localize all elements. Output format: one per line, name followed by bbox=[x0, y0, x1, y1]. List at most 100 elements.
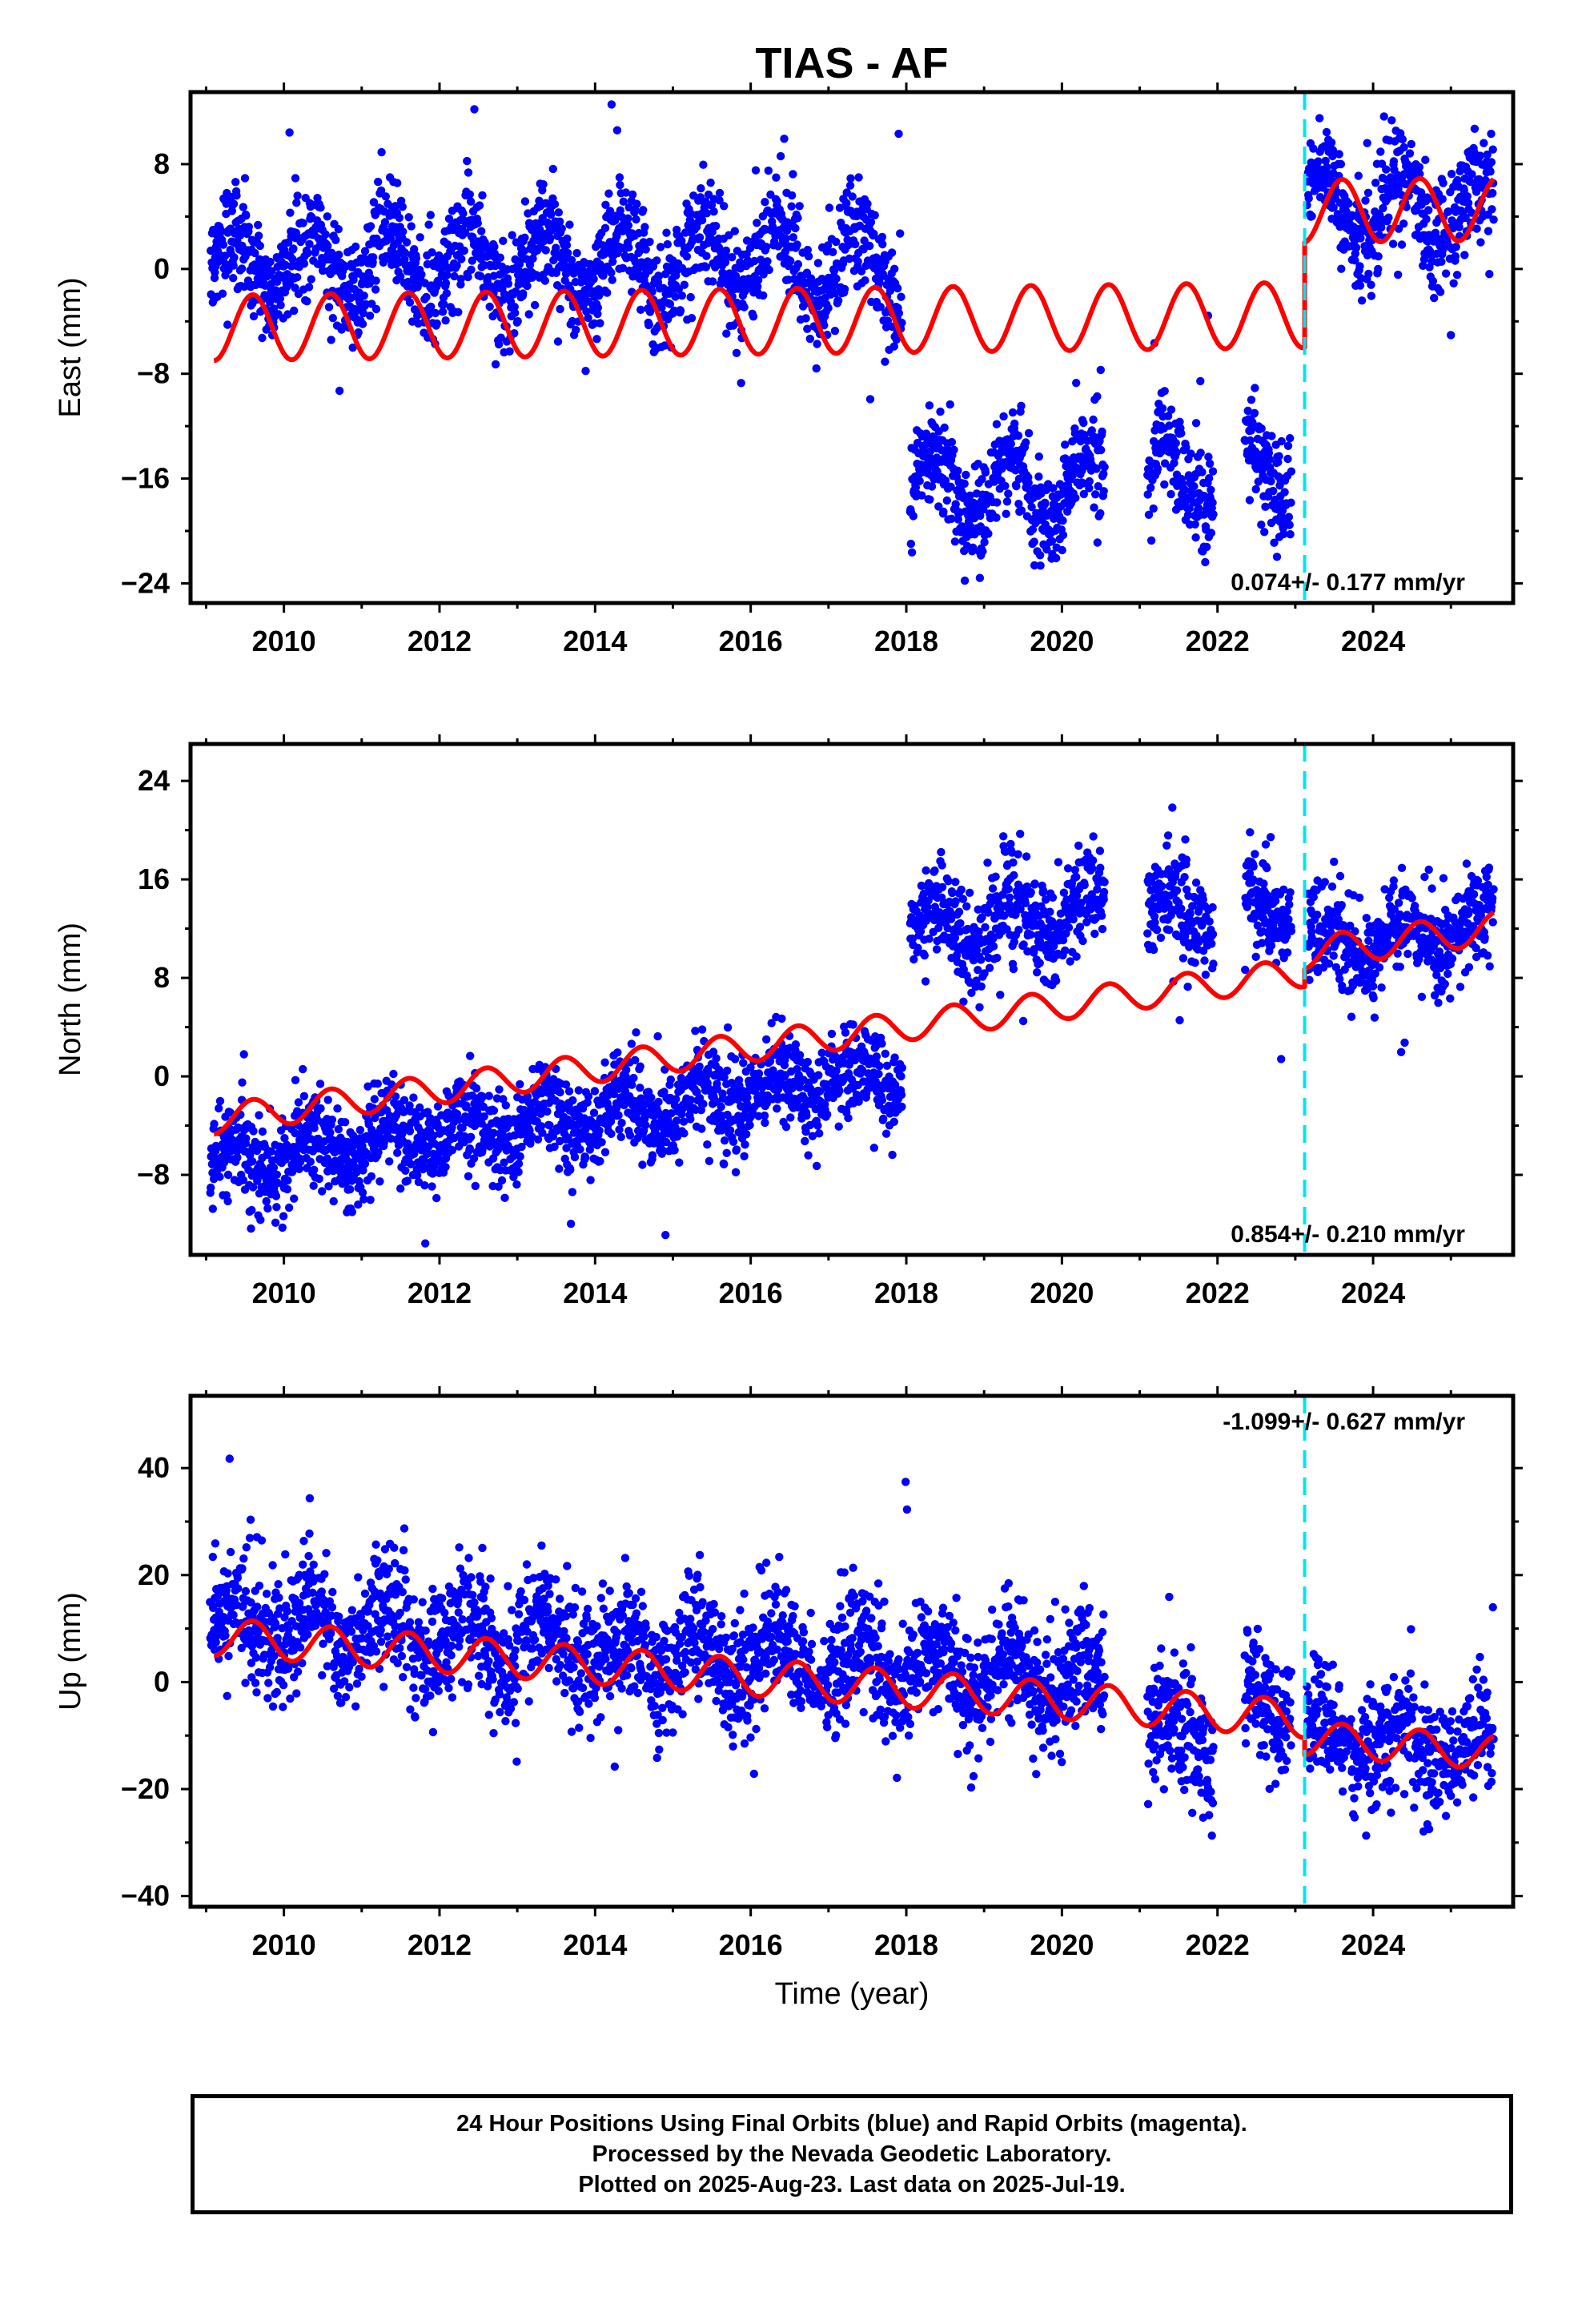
north-point-186 bbox=[279, 1212, 288, 1220]
east-point-466 bbox=[391, 202, 400, 211]
east-point-1609 bbox=[846, 174, 855, 183]
north-point-1545 bbox=[814, 1071, 823, 1080]
east-point-643 bbox=[464, 168, 473, 177]
east-point-2420 bbox=[1250, 408, 1259, 417]
east-point-2236 bbox=[1146, 483, 1155, 493]
north-point-1256 bbox=[697, 1025, 707, 1034]
east-point-153 bbox=[266, 257, 275, 267]
east-point-1382 bbox=[753, 275, 763, 284]
east-point-1688 bbox=[878, 239, 887, 249]
east-point-502 bbox=[405, 298, 415, 307]
north-point-84 bbox=[239, 1176, 247, 1184]
north-point-676 bbox=[465, 1144, 474, 1153]
east-point-1982 bbox=[1002, 509, 1010, 518]
east-point-1475 bbox=[791, 223, 800, 233]
east-point-1302 bbox=[721, 246, 731, 255]
east-point-1532 bbox=[813, 259, 823, 267]
east-point-1568 bbox=[829, 247, 837, 256]
east-point-422 bbox=[374, 177, 383, 187]
east-point-2773 bbox=[1405, 66, 1413, 74]
north-point-949 bbox=[576, 1145, 584, 1154]
east-point-2209 bbox=[1093, 392, 1102, 401]
east-point-1237 bbox=[697, 184, 705, 193]
east-point-26 bbox=[217, 227, 226, 235]
east-point-2218 bbox=[1096, 509, 1105, 518]
north-point-764 bbox=[500, 1158, 508, 1167]
east-point-41 bbox=[223, 320, 232, 329]
east-point-1368 bbox=[749, 312, 758, 321]
north-point-749 bbox=[494, 1182, 503, 1192]
east-point-2883 bbox=[1449, 279, 1458, 287]
north-point-427 bbox=[371, 1113, 379, 1123]
east-point-1187 bbox=[676, 306, 685, 316]
east-point-2046 bbox=[1027, 502, 1036, 512]
north-point-104 bbox=[247, 1224, 255, 1233]
north-point-678 bbox=[466, 1132, 476, 1142]
east-point-895 bbox=[565, 220, 574, 229]
east-point-1253 bbox=[702, 209, 711, 218]
east-point-1840 bbox=[946, 400, 954, 409]
north-point-1813 bbox=[930, 866, 939, 875]
north-point-963 bbox=[580, 1153, 590, 1162]
east-point-563 bbox=[431, 308, 440, 318]
east-point-1335 bbox=[734, 284, 743, 293]
east-point-1408 bbox=[764, 166, 773, 175]
east-point-2911 bbox=[1460, 251, 1469, 259]
north-point-440 bbox=[375, 1177, 384, 1186]
east-point-1329 bbox=[732, 348, 741, 357]
east-point-1263 bbox=[706, 179, 715, 187]
east-point-2459 bbox=[1264, 448, 1274, 457]
north-point-426 bbox=[370, 1095, 379, 1104]
east-point-1557 bbox=[824, 304, 833, 312]
north-point-799 bbox=[516, 1152, 524, 1161]
north-point-476 bbox=[389, 1069, 398, 1079]
east-point-1403 bbox=[762, 243, 771, 251]
east-point-759 bbox=[511, 287, 520, 296]
north-point-1878 bbox=[954, 907, 964, 916]
north-point-1868 bbox=[951, 897, 960, 906]
north-point-761 bbox=[499, 1095, 508, 1104]
east-point-708 bbox=[490, 242, 499, 251]
east-point-1212 bbox=[686, 292, 695, 302]
east-point-1481 bbox=[793, 213, 802, 223]
east-point-1269 bbox=[709, 277, 717, 286]
east-point-2891 bbox=[1452, 271, 1462, 279]
east-point-2872 bbox=[1443, 207, 1453, 216]
north-point-1465 bbox=[781, 1123, 791, 1132]
east-point-1371 bbox=[750, 256, 759, 266]
east-point-1740 bbox=[907, 548, 917, 557]
east-point-1731 bbox=[896, 229, 905, 238]
east-point-1127 bbox=[652, 256, 661, 265]
north-point-1710 bbox=[881, 1049, 890, 1059]
east-point-1687 bbox=[877, 232, 887, 242]
east-point-2376 bbox=[1203, 542, 1211, 552]
north-point-1695 bbox=[874, 1069, 883, 1079]
east-point-2006 bbox=[1011, 466, 1020, 475]
east-point-2177 bbox=[1079, 489, 1089, 499]
north-point-308 bbox=[326, 1128, 335, 1137]
east-point-2003 bbox=[1010, 419, 1019, 428]
east-point-1560 bbox=[825, 203, 834, 212]
east-point-1317 bbox=[728, 253, 737, 262]
north-point-1620 bbox=[844, 1113, 853, 1123]
east-point-374 bbox=[354, 328, 363, 337]
north-point-539 bbox=[413, 1171, 422, 1180]
east-point-1653 bbox=[865, 241, 874, 251]
north-point-1238 bbox=[691, 1027, 700, 1035]
east-point-2207 bbox=[1092, 464, 1101, 473]
east-point-632 bbox=[459, 209, 468, 218]
east-point-1702 bbox=[883, 316, 893, 325]
north-point-795 bbox=[514, 1168, 523, 1176]
east-point-2759 bbox=[1399, 143, 1408, 152]
east-point-2098 bbox=[1049, 484, 1058, 493]
north-point-1373 bbox=[745, 1120, 754, 1130]
north-point-977 bbox=[586, 1176, 595, 1184]
east-point-676 bbox=[478, 191, 487, 200]
east-point-2520 bbox=[1304, 194, 1313, 203]
east-point-314 bbox=[331, 235, 340, 244]
east-point-1409 bbox=[765, 265, 773, 275]
east-point-2937 bbox=[1470, 124, 1480, 133]
east-point-1257 bbox=[704, 190, 713, 199]
east-frame bbox=[188, 90, 1516, 605]
east-point-828 bbox=[539, 180, 548, 189]
